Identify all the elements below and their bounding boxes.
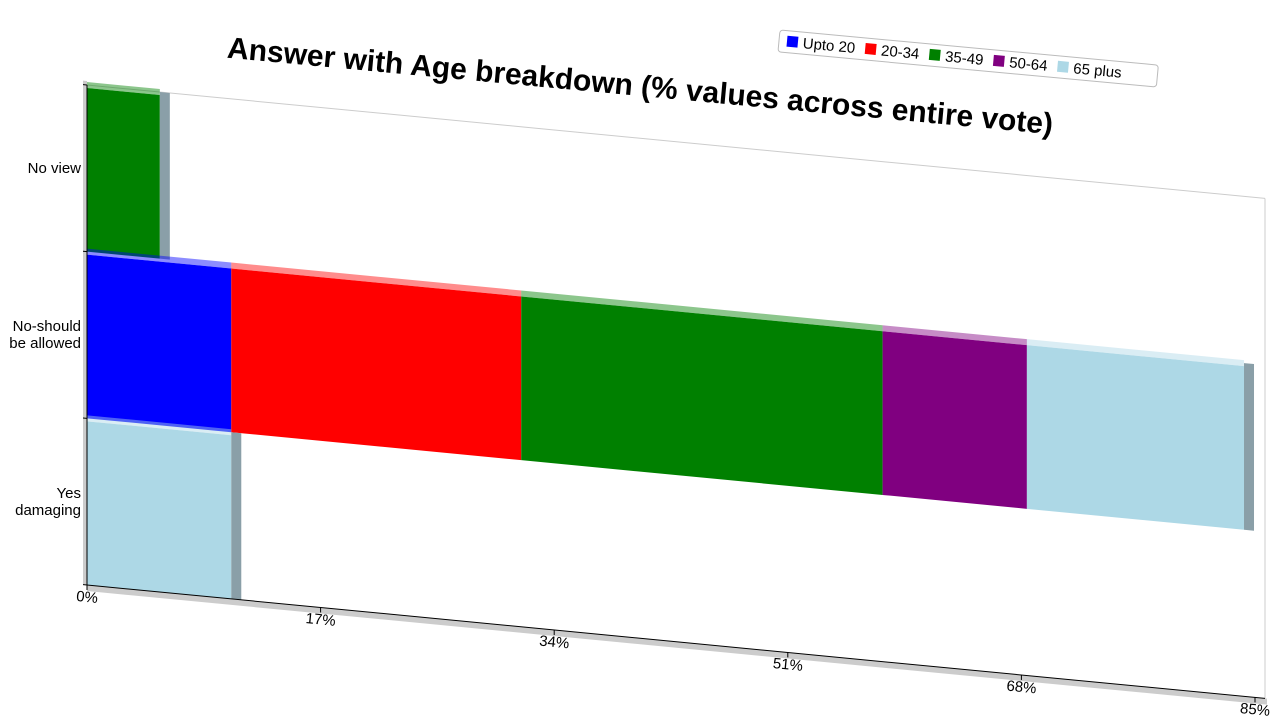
- bar-top: [521, 290, 883, 332]
- bar-top: [87, 82, 160, 96]
- bar-top: [1026, 339, 1245, 367]
- x-tick-label: 68%: [1006, 678, 1038, 698]
- bar: [521, 296, 883, 495]
- x-tick-label: 17%: [305, 610, 337, 630]
- x-axis: [87, 584, 1265, 699]
- legend-label: Upto 20: [802, 35, 856, 57]
- legend-swatch: [786, 35, 799, 48]
- legend-swatch: [1056, 60, 1069, 73]
- x-tick-label: 0%: [75, 588, 98, 607]
- y-tick-label: No-should be allowed: [9, 318, 81, 352]
- bar-top: [231, 262, 522, 297]
- bar: [1026, 345, 1245, 530]
- legend-swatch: [864, 42, 877, 55]
- legend-swatch: [928, 48, 941, 61]
- legend-label: 35-49: [944, 48, 984, 68]
- bar-top: [87, 415, 232, 436]
- bar: [882, 331, 1027, 509]
- bar-side: [231, 432, 242, 600]
- x-tick-label: 51%: [772, 655, 804, 675]
- y-tick-label: Yes damaging: [15, 484, 81, 519]
- bar-top: [882, 325, 1027, 346]
- bar: [87, 254, 232, 433]
- wall: [83, 80, 87, 585]
- legend-label: 50-64: [1008, 54, 1048, 74]
- plot-border: [87, 84, 1265, 199]
- x-tick-label: 85%: [1239, 700, 1271, 720]
- bar-side: [159, 92, 170, 260]
- bar-side: [1244, 363, 1255, 531]
- legend-label: 20-34: [880, 42, 920, 62]
- bar: [231, 268, 522, 461]
- x-tick-label: 34%: [538, 633, 570, 653]
- plot: [83, 80, 1267, 705]
- y-tick-label: No view: [27, 159, 81, 177]
- floor: [87, 585, 1267, 705]
- legend: Upto 20 20-34 35-49 50-64 65 plus: [777, 29, 1159, 88]
- legend-label: 65 plus: [1073, 60, 1123, 81]
- bar-top: [87, 248, 232, 269]
- bar: [87, 421, 232, 599]
- bar: [87, 87, 160, 259]
- legend-swatch: [992, 54, 1005, 67]
